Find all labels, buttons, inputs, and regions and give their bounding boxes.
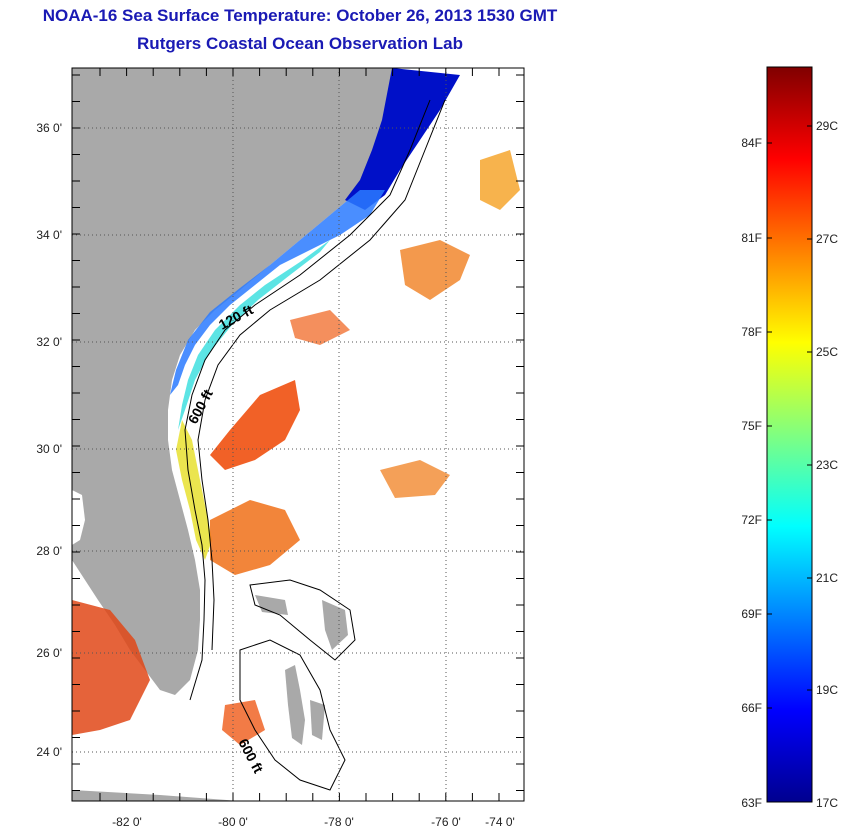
colorbar-c-label: 25C [816,345,838,359]
longitude-label: -78 0' [324,815,354,829]
colorbar-c-label: 23C [816,458,838,472]
latitude-label: 32 0' [36,335,62,349]
land-mainland [72,68,392,695]
sst-gulf-stream-1 [210,380,300,470]
latitude-label: 26 0' [36,646,62,660]
colorbar-f-label: 78F [741,325,762,339]
land-bahamas-1 [285,665,305,745]
sst-florida-keys [72,600,150,735]
colorbar-f-label: 72F [741,513,762,527]
latitude-label: 28 0' [36,544,62,558]
colorbar-f-label: 84F [741,136,762,150]
sst-gulf-stream-4 [480,150,520,210]
colorbar-f-label: 63F [741,796,762,810]
land-bahamas-4 [322,600,348,650]
colorbar-c-label: 29C [816,119,838,133]
colorbar-f-label: 69F [741,607,762,621]
longitude-labels: -82 0' -80 0' -78 0' -76 0' -74 0' [112,815,515,829]
latitude-label: 24 0' [36,745,62,759]
colorbar-f-label: 66F [741,701,762,715]
sst-warm-coastal [176,420,212,560]
longitude-label: -76 0' [431,815,461,829]
isobath-bahamas [239,639,346,791]
map-title: NOAA-16 Sea Surface Temperature: October… [42,6,558,25]
map-ticks [72,68,524,801]
latitude-label: 34 0' [36,228,62,242]
latitude-label: 36 0' [36,121,62,135]
colorbar-celsius-labels: 29C 27C 25C 23C 21C 19C 17C [816,119,838,810]
isobath-600ft [197,99,446,651]
latitude-label: 30 0' [36,442,62,456]
sst-cold-north [345,68,460,210]
sst-map: 120 ft 600 ft 600 ft -82 0' -80 0' -78 0' -… [36,67,525,829]
colorbar-ticks [767,125,812,709]
colorbar-c-label: 21C [816,571,838,585]
map-graticule [72,68,524,801]
land-florida-west [72,490,85,545]
colorbar-f-label: 81F [741,231,762,245]
colorbar: 84F 81F 78F 75F 72F 69F 66F 63F 29C 27C 25C 23C 21C… [741,66,838,810]
isobath-bahamas-2 [249,579,356,661]
land-bahamas-3 [255,595,288,615]
isobath-120ft [184,99,431,701]
longitude-label: -80 0' [218,815,248,829]
sst-gulf-stream-6 [290,310,350,345]
sst-cold-band [170,190,385,395]
colorbar-c-label: 27C [816,232,838,246]
colorbar-c-label: 19C [816,683,838,697]
colorbar-c-label: 17C [816,796,838,810]
latitude-labels: 36 0' 34 0' 32 0' 30 0' 28 0' 26 0' 24 0' [36,121,62,759]
sst-bahamas-warm [222,700,265,745]
map-frame [71,67,525,802]
land-bahamas-2 [310,700,325,740]
colorbar-f-label: 75F [741,419,762,433]
longitude-label: -82 0' [112,815,142,829]
land-cuba [72,790,240,801]
sst-gulf-stream-3 [400,240,470,300]
longitude-label: -74 0' [485,815,515,829]
colorbar-gradient [766,66,813,803]
map-subtitle: Rutgers Coastal Ocean Observation Lab [137,34,463,53]
colorbar-fahrenheit-labels: 84F 81F 78F 75F 72F 69F 66F 63F [741,136,762,810]
sst-gulf-stream-5 [380,460,450,498]
